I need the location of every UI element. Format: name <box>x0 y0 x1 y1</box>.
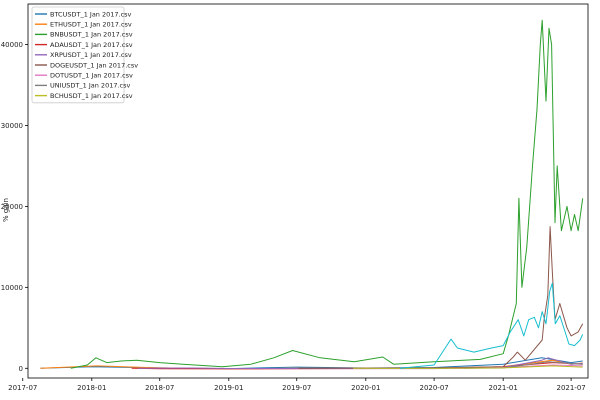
plot-series <box>40 19 584 370</box>
legend-entry: ADAUSDT_1 Jan 2017.csv <box>50 41 133 49</box>
x-tick-label: 2019-07 <box>282 384 311 392</box>
axes: 2017-07 2018-01 2018-07 2019-01 2019-07 2020-… <box>1 3 589 392</box>
x-tick-label: 2021-07 <box>556 384 585 392</box>
series-line-8 <box>352 365 583 369</box>
legend: BTCUSDT_1 Jan 2017.csv ETHUSDT_1 Jan 2017… <box>31 6 138 104</box>
x-tick-label: 2019-01 <box>214 384 243 392</box>
x-tick-label: 2018-07 <box>145 384 174 392</box>
x-tick-label: 2021-01 <box>489 384 518 392</box>
y-tick-label: 20000 <box>1 203 23 211</box>
x-tick-label: 2018-01 <box>77 384 106 392</box>
legend-entry: DOTUSDT_1 Jan 2017.csv <box>50 72 133 80</box>
y-tick-label: 0 <box>19 365 23 373</box>
series-line-9 <box>399 282 584 369</box>
legend-entry: BCHUSDT_1 Jan 2017.csv <box>50 92 133 100</box>
legend-entry: UNIUSDT_1 Jan 2017.csv <box>50 82 131 90</box>
x-tick-label: 2020-07 <box>419 384 448 392</box>
y-axis-label: % gain <box>2 198 10 222</box>
legend-entry: DOGEUSDT_1 Jan 2017.csv <box>50 61 138 69</box>
legend-entry: BNBUSDT_1 Jan 2017.csv <box>50 31 133 39</box>
x-tick-label: 2017-07 <box>8 384 37 392</box>
legend-box <box>31 6 125 104</box>
legend-entry: XRPUSDT_1 Jan 2017.csv <box>50 51 132 59</box>
x-tick-label: 2020-01 <box>351 384 380 392</box>
y-tick-label: 30000 <box>1 122 23 130</box>
series-line-2 <box>70 19 584 369</box>
y-tick-label: 40000 <box>1 41 23 49</box>
y-tick-label: 10000 <box>1 284 23 292</box>
legend-entry: ETHUSDT_1 Jan 2017.csv <box>50 21 132 29</box>
legend-entry: BTCUSDT_1 Jan 2017.csv <box>50 10 132 18</box>
plot-frame <box>27 3 589 379</box>
series-line-5 <box>298 226 584 369</box>
